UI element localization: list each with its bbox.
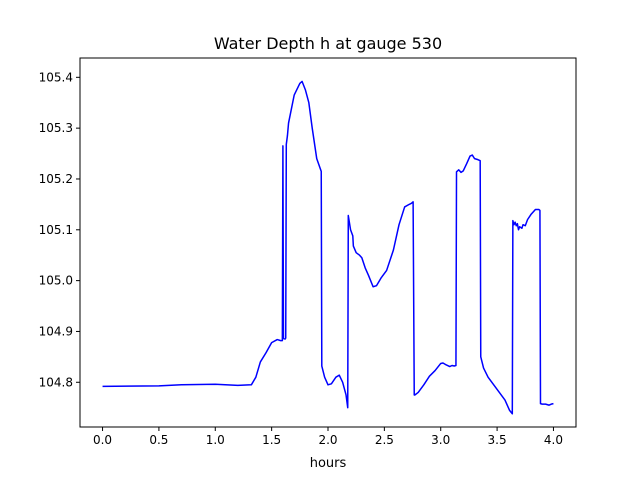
x-tick-label: 1.5 <box>262 433 281 447</box>
x-tick-label: 1.0 <box>206 433 225 447</box>
x-axis-label: hours <box>310 456 347 471</box>
y-axis: 104.8 104.9 105.0 105.1 105.2 105.3 105.4 <box>39 70 80 389</box>
chart-title: Water Depth h at gauge 530 <box>214 34 442 53</box>
plot-area <box>102 80 554 415</box>
y-tick-label: 105.3 <box>39 121 73 135</box>
y-tick-label: 105.2 <box>39 172 73 186</box>
x-tick-label: 2.0 <box>318 433 337 447</box>
y-tick-label: 105.4 <box>39 70 73 84</box>
y-tick-label: 104.9 <box>39 324 73 338</box>
y-tick-label: 104.8 <box>39 375 73 389</box>
x-tick-label: 3.5 <box>488 433 507 447</box>
y-tick-label: 105.1 <box>39 223 73 237</box>
x-tick-label: 4.0 <box>544 433 563 447</box>
x-tick-label: 0.0 <box>93 433 112 447</box>
y-tick-label: 105.0 <box>39 274 73 288</box>
axes-frame <box>79 57 577 428</box>
x-tick-label: 0.5 <box>149 433 168 447</box>
x-tick-label: 3.0 <box>431 433 450 447</box>
x-tick-label: 2.5 <box>375 433 394 447</box>
x-axis: 0.0 0.5 1.0 1.5 2.0 2.5 3.0 3.5 4.0 <box>93 427 563 447</box>
series-line-0 <box>102 80 554 415</box>
